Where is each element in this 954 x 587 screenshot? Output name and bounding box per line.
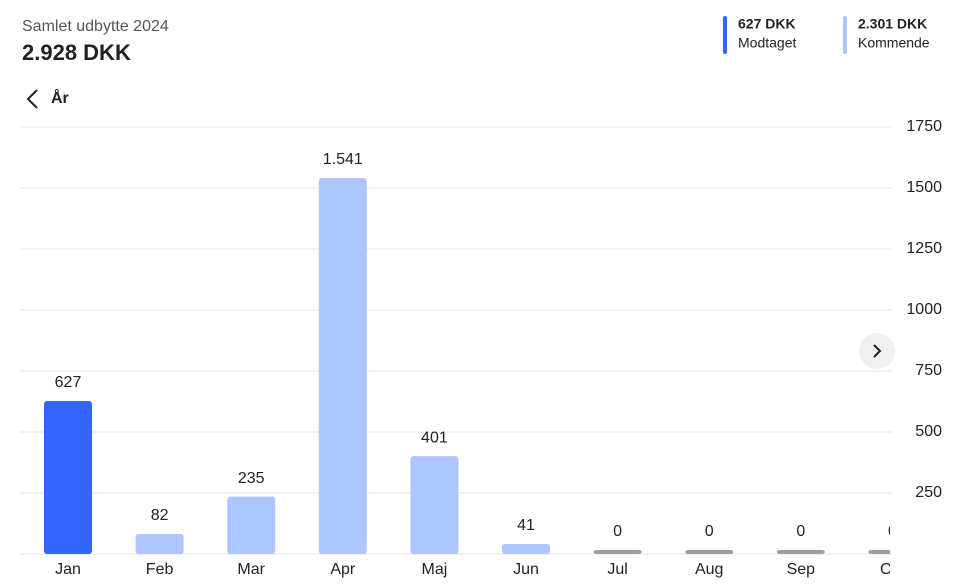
next-arrow: [873, 344, 882, 358]
bar: [318, 177, 367, 554]
x-tick-label: Okt: [880, 561, 905, 578]
value-label: 0: [796, 523, 805, 540]
legend-swatch: [843, 16, 847, 54]
legend-value: 2.301 DKK: [858, 16, 927, 32]
legend-value: 627 DKK: [738, 16, 796, 32]
x-tick-label: Aug: [695, 561, 723, 578]
value-label: 41: [517, 517, 535, 534]
x-tick-label: Jul: [607, 561, 627, 578]
y-tick-label: 1500: [906, 179, 942, 196]
bar: [227, 496, 276, 554]
y-tick-label: 1750: [906, 118, 942, 135]
bar: [593, 550, 642, 554]
y-tick-label: 1250: [906, 240, 942, 257]
value-label: 235: [238, 470, 265, 487]
legend-label: Kommende: [858, 35, 930, 51]
y-tick-label: 250: [915, 484, 942, 501]
x-tick-label: Apr: [330, 561, 356, 578]
back-arrow[interactable]: [26, 89, 38, 109]
bar: [135, 533, 184, 554]
next-button[interactable]: [859, 333, 895, 369]
value-label: 1.541: [323, 151, 363, 168]
bar: [868, 550, 890, 554]
x-tick-label: Maj: [422, 561, 448, 578]
y-tick-label: 500: [915, 423, 942, 440]
total: 2.928 DKK: [22, 40, 131, 65]
x-tick-label: Jan: [55, 561, 81, 578]
legend-swatch: [723, 16, 727, 54]
y-tick-label: 1000: [906, 301, 942, 318]
bar: [685, 550, 734, 554]
grid: [20, 126, 892, 555]
value-label: 0: [613, 523, 622, 540]
x-tick-label: Sep: [787, 561, 816, 578]
x-tick-label: Mar: [237, 561, 265, 578]
bar: [410, 456, 459, 554]
bars: Jan 627 Feb 82 Mar 235 Apr 1.541 Maj 401 Jun 41 Jul 0…: [44, 151, 905, 578]
legend-label: Modtaget: [738, 35, 796, 51]
value-label: 0: [888, 523, 897, 540]
bar: [502, 543, 550, 554]
x-tick-label: Jun: [513, 561, 539, 578]
value-label: 401: [421, 429, 448, 446]
x-tick-label: Feb: [146, 561, 174, 578]
value-label: 82: [151, 507, 169, 524]
title: Samlet udbytte 2024: [22, 18, 169, 35]
value-label: 627: [55, 374, 82, 391]
legend: 627 DKK Modtaget 2.301 DKK Kommende: [723, 16, 930, 54]
period[interactable]: År: [51, 88, 69, 107]
value-label: 0: [705, 523, 714, 540]
bar: [44, 401, 92, 554]
bar: [776, 550, 825, 554]
y-tick-label: 750: [915, 362, 942, 379]
